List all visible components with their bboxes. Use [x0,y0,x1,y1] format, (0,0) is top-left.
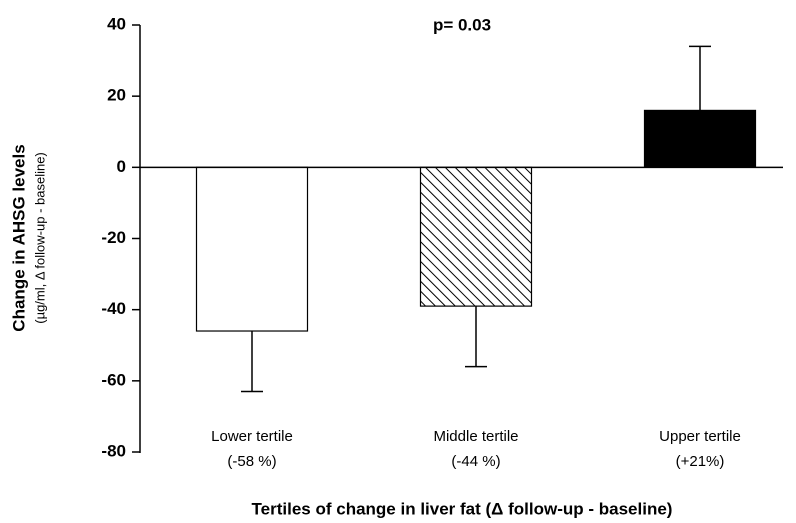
bar [195,166,309,332]
y-tick-label: -20 [101,228,126,247]
y-tick-label: 20 [107,86,126,105]
x-tick-note: (-44 %) [451,453,500,470]
x-axis-title: Tertiles of change in liver fat (Δ follo… [252,499,673,518]
y-axis-title: Change in AHSG levels [9,144,28,331]
y-tick-label: -80 [101,441,126,460]
y-tick-label: 0 [117,157,126,176]
y-tick-label: -60 [101,370,126,389]
bar [643,109,757,168]
x-tick-label: Middle tertile [433,428,518,445]
x-tick-label: Upper tertile [659,428,741,445]
y-tick-label: 40 [107,14,126,33]
bar [419,166,533,307]
y-tick-label: -40 [101,299,126,318]
annotation: p= 0.03 [433,15,491,34]
x-tick-note: (-58 %) [227,453,276,470]
y-axis-subtitle: (µg/ml, Δ follow-up - baseline) [32,152,47,324]
x-tick-note: (+21%) [676,453,725,470]
x-tick-label: Lower tertile [211,428,293,445]
